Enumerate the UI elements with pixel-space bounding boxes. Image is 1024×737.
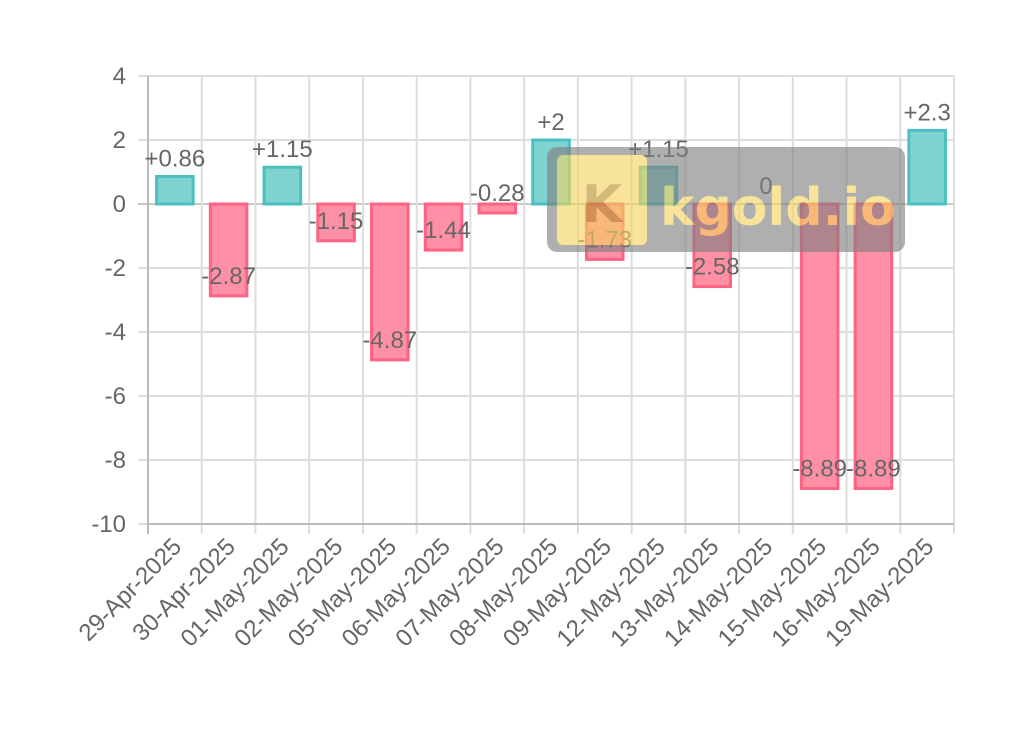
data-labels: +0.86-2.87+1.15-1.15-4.87-1.44-0.28+2-1.… — [144, 99, 950, 482]
data-label: -0.28 — [470, 180, 525, 207]
data-label: +1.15 — [252, 136, 313, 163]
bar — [316, 202, 356, 243]
y-tick-label: 0 — [113, 191, 126, 218]
data-label: +2.3 — [903, 99, 950, 126]
y-tick-label: -10 — [91, 511, 126, 538]
bar — [370, 202, 410, 362]
y-axis-tick-labels: 4 2 0 -2 -4 -6 -8 -10 — [91, 63, 126, 538]
bar — [907, 128, 947, 206]
y-tick-label: -8 — [105, 447, 126, 474]
data-label: -8.89 — [846, 455, 901, 482]
grid-lines — [138, 75, 955, 534]
watermark-text: kgold.io — [660, 178, 896, 238]
data-label: +0.86 — [144, 145, 205, 172]
watermark-logo: K kgold.io — [547, 147, 905, 252]
x-axis-tick-labels: 29-Apr-202530-Apr-202501-May-202502-May-… — [74, 533, 940, 652]
watermark-badge-letter: K — [582, 175, 624, 235]
data-label: -2.87 — [201, 263, 256, 290]
bar — [477, 202, 518, 215]
bar — [155, 174, 195, 206]
y-tick-label: -6 — [105, 383, 126, 410]
y-tick-label: 4 — [113, 63, 126, 90]
bar — [423, 202, 464, 252]
bar — [262, 165, 303, 206]
y-tick-label: 2 — [113, 127, 126, 154]
data-label: -4.87 — [362, 327, 417, 354]
y-tick-label: -2 — [105, 255, 126, 282]
bar — [208, 202, 249, 298]
data-label: -1.44 — [416, 217, 471, 244]
data-label: -2.58 — [685, 254, 740, 281]
data-label: -1.15 — [309, 208, 364, 235]
y-tick-label: -4 — [105, 319, 126, 346]
data-label: -8.89 — [792, 455, 847, 482]
data-label: +2 — [537, 109, 564, 136]
